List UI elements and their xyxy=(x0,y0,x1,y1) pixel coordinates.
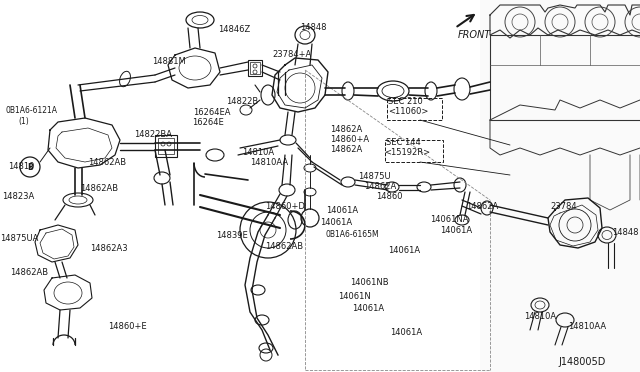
Text: 14061A: 14061A xyxy=(440,226,472,235)
Text: 14061A: 14061A xyxy=(320,218,352,227)
Text: 14822B: 14822B xyxy=(226,97,259,106)
Text: 14875U: 14875U xyxy=(358,172,390,181)
Text: 14061A: 14061A xyxy=(352,304,384,313)
Bar xyxy=(490,35,640,120)
Polygon shape xyxy=(480,0,640,372)
Text: 14810AA: 14810AA xyxy=(568,322,606,331)
Text: 14061N: 14061N xyxy=(338,292,371,301)
Text: 14862A: 14862A xyxy=(466,202,499,211)
Text: 14061NB: 14061NB xyxy=(350,278,388,287)
Text: SEC 210: SEC 210 xyxy=(388,97,423,106)
Text: 14862AB: 14862AB xyxy=(10,268,48,277)
Text: <11060>: <11060> xyxy=(388,107,428,116)
Text: 14810A: 14810A xyxy=(524,312,556,321)
Text: 14822BA: 14822BA xyxy=(134,130,172,139)
Text: 14862A: 14862A xyxy=(330,125,362,134)
Text: 14061NA: 14061NA xyxy=(430,215,468,224)
Text: 14860+D: 14860+D xyxy=(265,202,305,211)
Text: 14875UA: 14875UA xyxy=(0,234,38,243)
Text: 14061A: 14061A xyxy=(326,206,358,215)
Text: 16264E: 16264E xyxy=(192,118,224,127)
Text: (1): (1) xyxy=(18,117,29,126)
Bar xyxy=(250,62,260,74)
Text: 14862A: 14862A xyxy=(364,182,396,191)
Text: 14810AA: 14810AA xyxy=(250,158,288,167)
Text: 14846Z: 14846Z xyxy=(218,25,250,34)
Bar xyxy=(385,140,443,162)
Text: 14061A: 14061A xyxy=(390,328,422,337)
Text: 14862AB: 14862AB xyxy=(265,242,303,251)
Text: 14860+E: 14860+E xyxy=(108,322,147,331)
Text: 14862A: 14862A xyxy=(330,145,362,154)
Text: <15192R>: <15192R> xyxy=(384,148,430,157)
Text: SEC 144: SEC 144 xyxy=(386,138,420,147)
Bar xyxy=(387,98,442,120)
Text: FRONT: FRONT xyxy=(458,30,492,40)
Text: 14860+A: 14860+A xyxy=(330,135,369,144)
Text: J148005D: J148005D xyxy=(558,357,605,367)
Text: 14881M: 14881M xyxy=(152,57,186,66)
Text: 14810: 14810 xyxy=(8,162,35,171)
Text: 14848: 14848 xyxy=(612,228,639,237)
Text: 14061A: 14061A xyxy=(388,246,420,255)
Text: 14848: 14848 xyxy=(300,23,326,32)
Text: 14860: 14860 xyxy=(376,192,403,201)
Bar xyxy=(248,60,262,76)
Text: B: B xyxy=(27,163,33,171)
Text: 14823A: 14823A xyxy=(2,192,35,201)
Bar xyxy=(158,138,174,154)
Text: 14862AB: 14862AB xyxy=(88,158,126,167)
Text: 0B1A6-6165M: 0B1A6-6165M xyxy=(326,230,380,239)
Text: 14862AB: 14862AB xyxy=(80,184,118,193)
Text: 23784+A: 23784+A xyxy=(272,50,311,59)
Bar xyxy=(155,135,177,157)
Text: 16264EA: 16264EA xyxy=(193,108,230,117)
Text: 23784: 23784 xyxy=(550,202,577,211)
Text: 14862A3: 14862A3 xyxy=(90,244,127,253)
Text: 14839E: 14839E xyxy=(216,231,248,240)
Text: 0B1A6-6121A: 0B1A6-6121A xyxy=(5,106,57,115)
Text: 14810A: 14810A xyxy=(242,148,274,157)
